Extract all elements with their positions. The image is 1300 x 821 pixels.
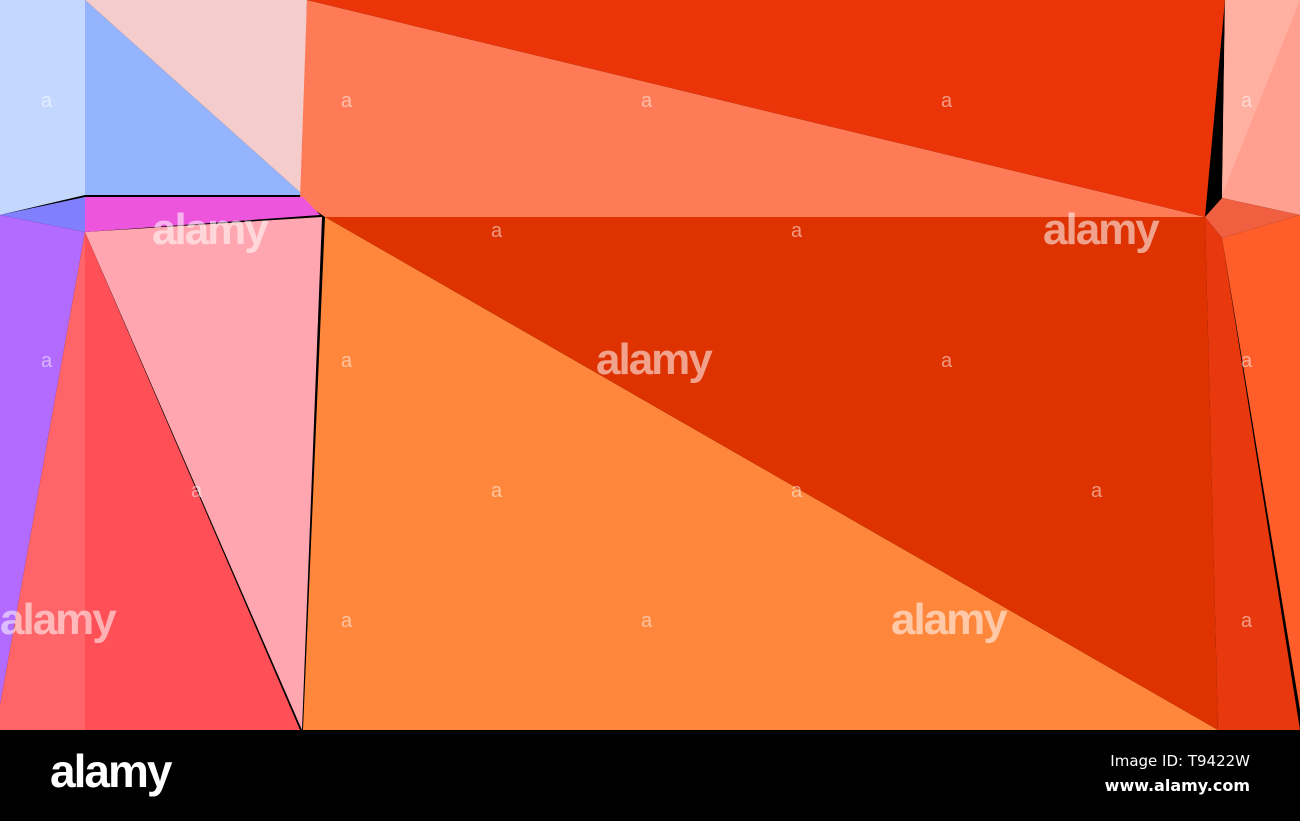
watermark: alamy [891,595,1008,644]
image-id: Image ID: T9422W [1110,752,1250,770]
watermark: alamy [596,335,713,384]
poly-salmon [300,0,1205,217]
watermark-glyph: a [941,90,953,112]
poly-pale-pink [85,0,307,195]
poly-orange [303,217,1218,730]
footer-bar: alamy Image ID: T9422W www.alamy.com [0,730,1300,821]
watermark-glyph: a [41,350,53,372]
watermark-glyph: a [1091,480,1103,502]
watermark: alamy [1043,205,1160,254]
poly-light-blue [0,0,85,215]
watermark-glyph: a [491,220,503,242]
watermark-glyph: a [1241,90,1253,112]
watermark-glyph: a [1241,610,1253,632]
watermark: alamy [0,595,117,644]
watermark-glyph: a [341,610,353,632]
watermark-glyph: a [341,350,353,372]
alamy-logo: alamy [50,745,172,797]
poly-purple [0,215,85,705]
watermark-glyph: a [941,350,953,372]
watermark-glyph: a [341,90,353,112]
watermark-glyph: a [641,610,653,632]
poly-coral [0,232,85,730]
poly-right-top-light [1222,0,1300,195]
poly-violet-band [0,197,85,232]
site-url: www.alamy.com [1104,776,1250,795]
watermark-glyph: a [41,90,53,112]
low-poly-abstract-image [0,0,1300,730]
watermark-glyph: a [491,480,503,502]
poly-right-red [1205,217,1300,730]
poly-right-band [1205,198,1300,238]
watermark-glyph: a [791,480,803,502]
poly-dark-red [325,217,1218,730]
poly-pink [85,217,322,730]
poly-right-orange [1222,215,1300,710]
watermark: alamy [152,205,269,254]
watermark-glyph: a [641,90,653,112]
poly-red [85,232,300,730]
watermark-glyph: a [1241,350,1253,372]
watermark-glyph: a [191,480,203,502]
poly-magenta [85,197,320,232]
watermark-glyph: a [791,220,803,242]
poly-red-top [307,0,1225,217]
